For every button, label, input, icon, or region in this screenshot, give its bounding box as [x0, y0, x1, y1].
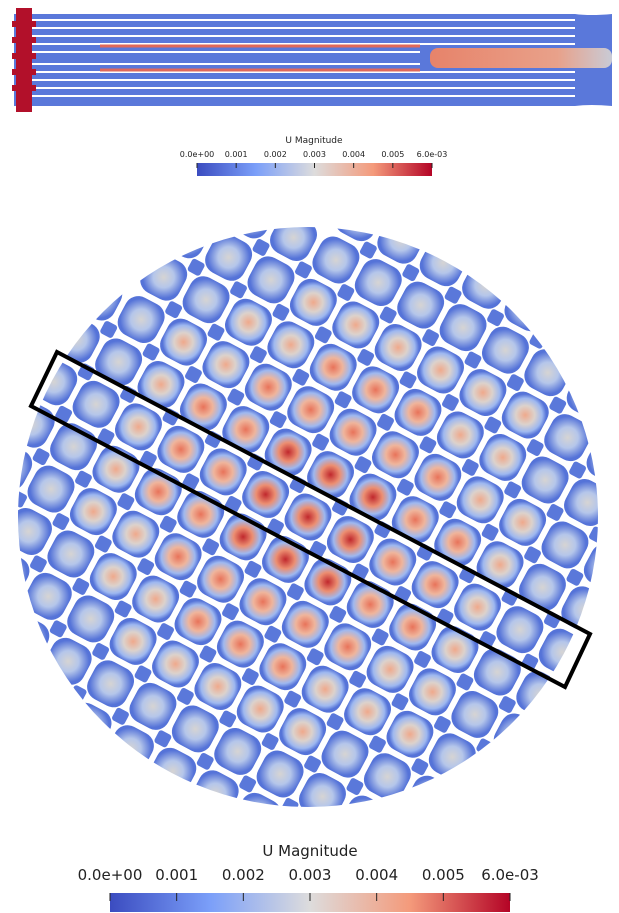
- inlet: [12, 21, 36, 27]
- colorbar-tick-label: 0.003: [289, 866, 332, 884]
- figure: U Magnitude 0.0e+00 0.001 0.002 0.003 0.004 0…: [0, 0, 619, 913]
- colorbar-tick-label: 0.003: [303, 150, 326, 159]
- colorbar-tick-label: 0.0e+00: [78, 866, 143, 884]
- inlet: [12, 53, 36, 59]
- colorbar-tick-label: 6.0e-03: [417, 150, 448, 159]
- colorbar-title: U Magnitude: [262, 842, 357, 860]
- colorbar-tick-label: 0.002: [264, 150, 287, 159]
- colorbar-tick-label: 0.005: [422, 866, 465, 884]
- bottom-colorbar: U Magnitude 0.0e+00 0.001 0.002 0.003 0.004 0…: [78, 842, 539, 912]
- inlet: [12, 85, 36, 91]
- colorbar-tick-label: 0.0e+00: [180, 150, 215, 159]
- colorbar-tick-label: 0.001: [155, 866, 198, 884]
- top-colorbar: U Magnitude 0.0e+00 0.001 0.002 0.003 0.004 0…: [180, 136, 448, 176]
- cross-section: [0, 187, 619, 848]
- channel-view: [12, 8, 612, 112]
- colorbar-tick-label: 0.001: [225, 150, 248, 159]
- colorbar-tick-label: 0.005: [381, 150, 404, 159]
- colorbar-tick-label: 0.002: [222, 866, 265, 884]
- colorbar-title: U Magnitude: [285, 136, 343, 146]
- inlet: [12, 37, 36, 43]
- inlet: [12, 69, 36, 75]
- colorbar-tick-label: 0.004: [342, 150, 365, 159]
- colorbar-tick-label: 0.004: [355, 866, 398, 884]
- colorbar-tick-label: 6.0e-03: [481, 866, 539, 884]
